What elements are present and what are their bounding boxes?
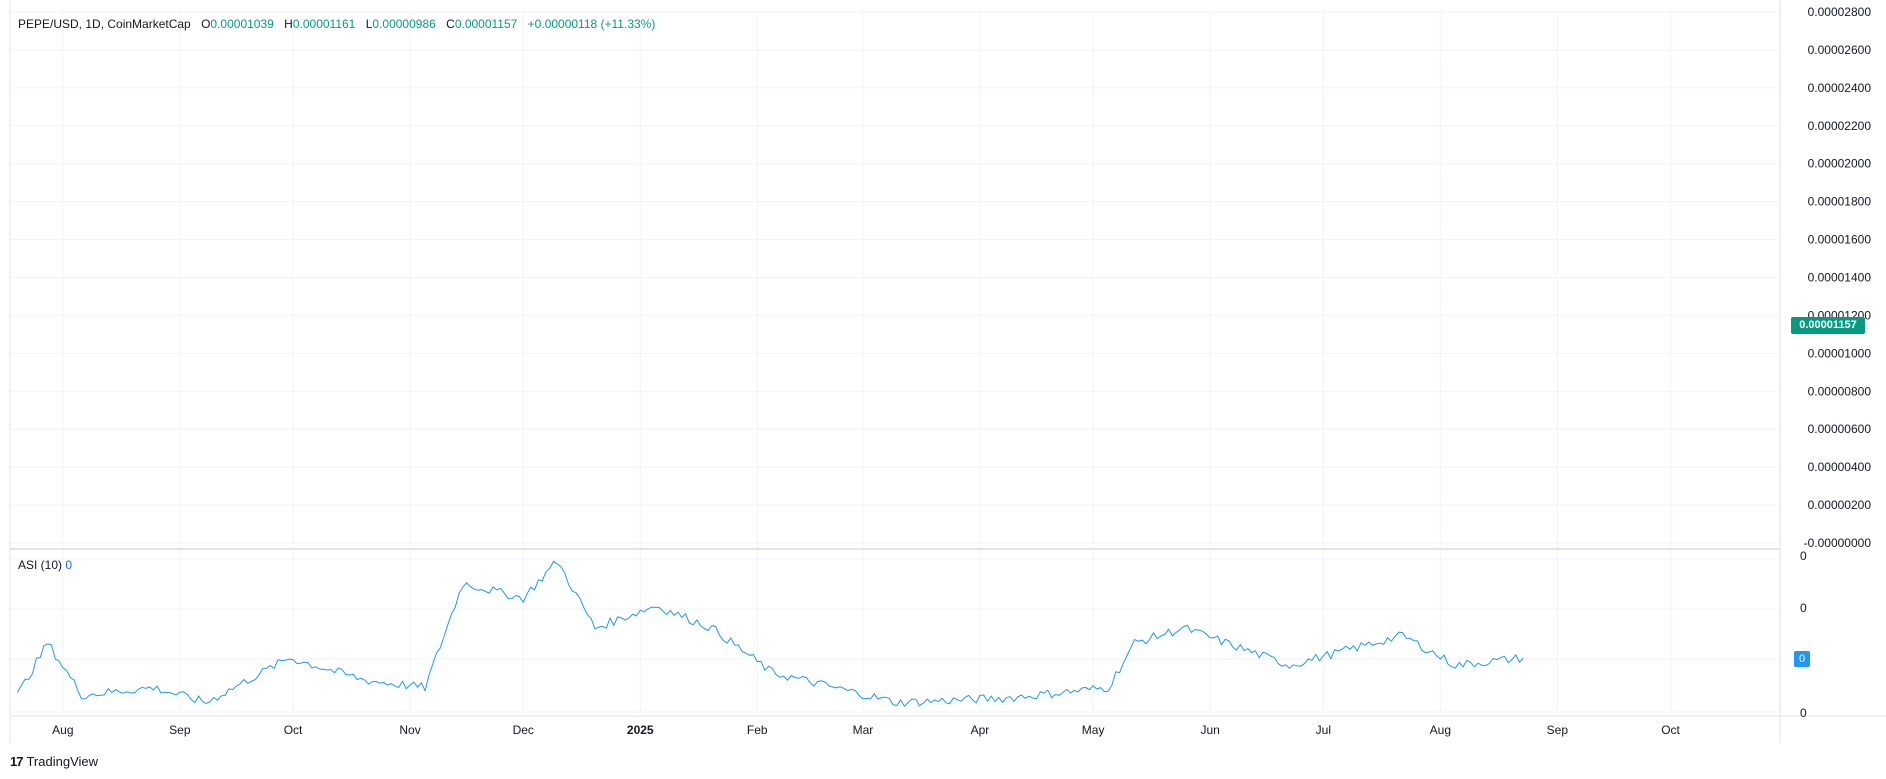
- grid-lines: [10, 11, 1780, 715]
- low-label: L: [365, 17, 373, 31]
- time-tick-label: Apr: [971, 723, 990, 737]
- high-value: 0.00001161: [292, 17, 356, 31]
- time-tick-label: 2025: [627, 723, 654, 737]
- asi-value: 0: [65, 558, 73, 572]
- time-tick-label: Sep: [169, 723, 191, 737]
- asi-legend: ASI (10) 0: [18, 558, 72, 572]
- price-tick-label: 0.00002200: [1808, 119, 1872, 133]
- change-value: +0.00000118 (+11.33%): [527, 17, 656, 31]
- price-tick-label: 0.00002800: [1808, 5, 1872, 19]
- time-tick-label: Sep: [1547, 723, 1569, 737]
- time-tick-label: Mar: [853, 723, 874, 737]
- price-tick-label: 0.00001600: [1808, 233, 1872, 247]
- tradingview-logo-icon: 17: [10, 754, 24, 769]
- price-tick-label: 0.00002400: [1808, 81, 1872, 95]
- asi-tick-label: 0: [1800, 549, 1807, 563]
- time-tick-label: Nov: [399, 723, 420, 737]
- price-tick-label: 0.00002000: [1808, 157, 1872, 171]
- price-tick-label: 0.00000600: [1808, 422, 1872, 436]
- price-tick-label: 0.00002600: [1808, 43, 1872, 57]
- price-tick-label: 0.00001400: [1808, 271, 1872, 285]
- symbol-label[interactable]: PEPE/USD, 1D, CoinMarketCap: [18, 17, 191, 31]
- price-tick-label: -0.00000000: [1804, 536, 1872, 550]
- low-value: 0.00000986: [372, 17, 436, 31]
- price-axis-ticks: 0.00002800 0.00002600 0.00002400 0.00002200…: [1804, 5, 1872, 550]
- price-tick-label: 0.00001800: [1808, 195, 1872, 209]
- time-tick-label: Oct: [1661, 723, 1680, 737]
- asi-axis-ticks: 0000: [1800, 549, 1807, 720]
- close-value: 0.00001157: [454, 17, 518, 31]
- tradingview-brand[interactable]: 17 TradingView: [10, 754, 98, 769]
- price-tick-label: 0.00000800: [1808, 384, 1872, 398]
- time-tick-label: May: [1082, 723, 1105, 737]
- asi-tick-label: 0: [1800, 706, 1807, 720]
- asi-tick-label: 0: [1800, 601, 1807, 615]
- brand-name: TradingView: [26, 754, 99, 769]
- price-tick-label: 0.00000200: [1808, 498, 1872, 512]
- chart-legend: PEPE/USD, 1D, CoinMarketCap O0.00001039 …: [18, 17, 655, 31]
- time-tick-label: Dec: [513, 723, 534, 737]
- close-label: C: [446, 17, 455, 31]
- time-axis-ticks: Aug Sep Oct Nov Dec 2025 Feb Mar Apr May Jun Jul Aug…: [52, 723, 1680, 737]
- asi-line: [17, 560, 1524, 708]
- asi-line-series: [17, 560, 1524, 708]
- time-tick-label: Aug: [1430, 723, 1451, 737]
- high-label: H: [284, 17, 293, 31]
- open-label: O: [201, 17, 211, 31]
- last-price-tag: 0.00001157: [1791, 317, 1865, 334]
- price-tick-label: 0.00000400: [1808, 460, 1872, 474]
- asi-label[interactable]: ASI (10): [18, 558, 63, 572]
- time-tick-label: Feb: [747, 723, 768, 737]
- axes: [9, 0, 1886, 743]
- asi-value-tag: 0: [1794, 651, 1810, 667]
- time-tick-label: Oct: [284, 723, 303, 737]
- time-tick-label: Aug: [52, 723, 73, 737]
- price-tick-label: 0.00001000: [1808, 346, 1872, 360]
- open-value: 0.00001039: [210, 17, 274, 31]
- time-tick-label: Jul: [1316, 723, 1331, 737]
- time-tick-label: Jun: [1200, 723, 1219, 737]
